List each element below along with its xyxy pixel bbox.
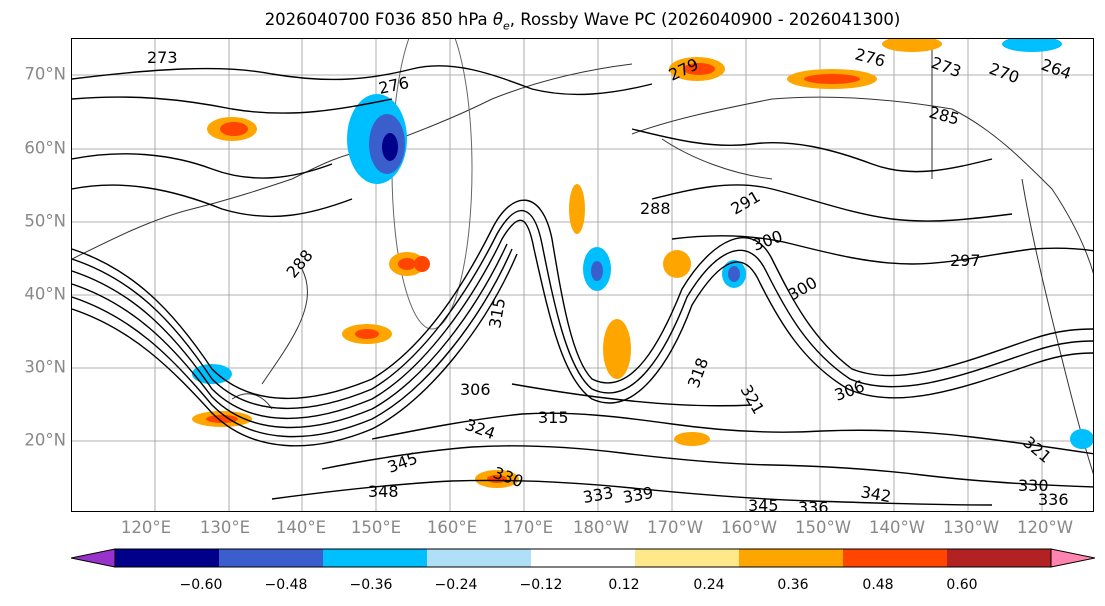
lat-label-30n: 30°N (24, 357, 66, 377)
colorbar-segment (427, 549, 532, 567)
svg-text:273: 273 (929, 53, 964, 81)
colorbar-tick-0: −0.60 (179, 577, 223, 593)
contour-lines (72, 65, 1093, 506)
lon-label-140w: 140°W (868, 518, 926, 537)
lat-label-60n: 60°N (24, 138, 66, 158)
svg-text:288: 288 (640, 199, 671, 218)
svg-text:291: 291 (728, 187, 764, 219)
svg-text:324: 324 (463, 415, 498, 443)
map-title: 2026040700 F036 850 hPa θe, Rossby Wave … (264, 10, 901, 33)
svg-text:315: 315 (538, 408, 569, 427)
svg-text:306: 306 (832, 376, 867, 404)
lon-label-170w: 170°W (646, 518, 704, 537)
lat-label-50n: 50°N (24, 211, 66, 231)
svg-text:336: 336 (1038, 490, 1069, 509)
svg-text:264: 264 (1039, 55, 1074, 83)
colorbar (71, 548, 1095, 568)
lon-label-130e: 130°E (199, 518, 251, 537)
lon-label-180w: 180°W (572, 518, 630, 537)
colorbar-segment (947, 549, 1052, 567)
svg-text:318: 318 (684, 355, 712, 390)
colorbar-tick-8: 0.48 (862, 577, 894, 593)
colorbar-tick-7: 0.36 (777, 577, 809, 593)
colorbar-tick-6: 0.24 (693, 577, 725, 593)
colorbar-segment (635, 549, 740, 567)
anomaly-shading (192, 39, 1093, 488)
contour-value-labels: 273 276 279 276 273 270 264 285 288 291 … (147, 45, 1074, 512)
lon-label-160e: 160°E (426, 518, 478, 537)
svg-text:330: 330 (1018, 476, 1049, 495)
svg-text:315: 315 (485, 296, 509, 329)
lon-label-120e: 120°E (120, 518, 172, 537)
svg-text:321: 321 (1019, 433, 1055, 467)
svg-text:276: 276 (377, 73, 411, 98)
svg-text:339: 339 (621, 483, 654, 507)
svg-text:273: 273 (147, 48, 178, 67)
lon-label-150w: 150°W (794, 518, 852, 537)
svg-text:321: 321 (737, 382, 769, 418)
colorbar-segment (843, 549, 948, 567)
colorbar-over-arrow (1050, 548, 1095, 568)
lon-label-140e: 140°E (275, 518, 327, 537)
svg-text:300: 300 (785, 273, 821, 305)
lat-label-40n: 40°N (24, 284, 66, 304)
svg-text:333: 333 (581, 483, 614, 507)
map-panel[interactable]: 273 276 279 276 273 270 264 285 288 291 … (71, 38, 1094, 512)
svg-text:306: 306 (460, 380, 491, 399)
svg-text:297: 297 (950, 251, 981, 270)
colorbar-under-arrow (71, 548, 116, 568)
colorbar-segment (323, 549, 428, 567)
colorbar-tick-1: −0.48 (264, 577, 308, 593)
svg-text:336: 336 (798, 498, 829, 512)
colorbar-tick-4: −0.12 (519, 577, 563, 593)
colorbar-segment (739, 549, 844, 567)
svg-text:348: 348 (368, 482, 399, 501)
colorbar-tick-5: 0.12 (608, 577, 640, 593)
colorbar-tick-3: −0.24 (434, 577, 478, 593)
lon-label-150e: 150°E (350, 518, 402, 537)
svg-text:345: 345 (385, 448, 420, 476)
colorbar-tick-2: −0.36 (349, 577, 393, 593)
lon-label-130w: 130°W (942, 518, 1000, 537)
colorbar-segments (71, 548, 1095, 568)
lon-label-170e: 170°E (502, 518, 554, 537)
svg-text:345: 345 (748, 496, 779, 512)
lat-label-20n: 20°N (24, 430, 66, 450)
svg-text:300: 300 (750, 226, 785, 254)
map-canvas: 273 276 279 276 273 270 264 285 288 291 … (72, 39, 1093, 512)
svg-text:288: 288 (283, 246, 317, 282)
colorbar-segment (219, 549, 324, 567)
colorbar-segment (531, 549, 636, 567)
lat-label-70n: 70°N (24, 64, 66, 84)
svg-text:276: 276 (853, 45, 887, 71)
colorbar-tick-9: 0.60 (946, 577, 978, 593)
colorbar-outline (114, 548, 1052, 568)
colorbar-segment (115, 549, 220, 567)
lon-label-160w: 160°W (720, 518, 778, 537)
svg-text:270: 270 (987, 59, 1022, 87)
lon-label-120w: 120°W (1016, 518, 1074, 537)
